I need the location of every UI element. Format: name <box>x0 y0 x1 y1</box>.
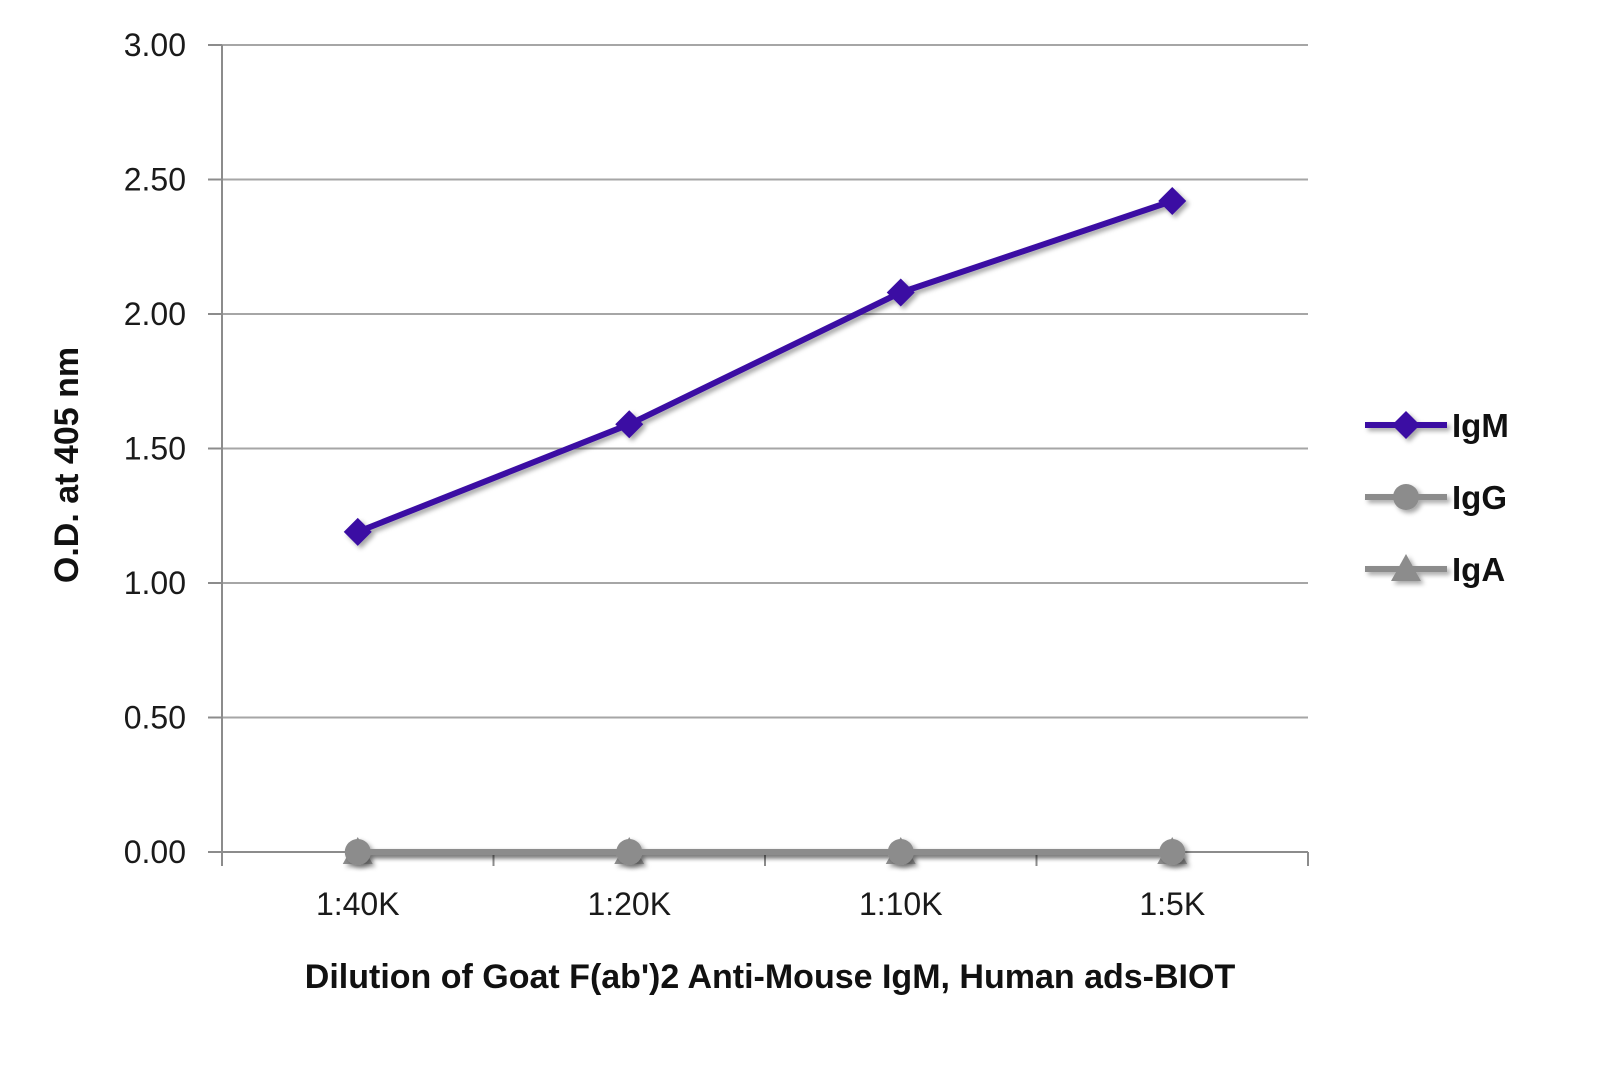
y-tick-label: 0.50 <box>124 700 186 736</box>
axes: 0.00 0.50 1.00 1.50 2.00 2.50 3.00 1:40K 1:20K 1:… <box>124 27 1309 922</box>
legend: IgM IgG IgA <box>1365 407 1509 588</box>
legend-marker <box>1391 554 1421 581</box>
data-point <box>886 278 915 307</box>
data-point <box>887 839 914 865</box>
y-tick-label: 0.00 <box>124 834 186 870</box>
data-point <box>616 839 643 865</box>
series-igm <box>343 187 1187 546</box>
y-tick-label: 2.50 <box>124 162 186 198</box>
legend-marker <box>1392 411 1420 439</box>
series-line <box>356 198 1174 535</box>
series-group <box>342 187 1188 865</box>
legend-swatch <box>1365 484 1447 510</box>
x-tick-label: 1:10K <box>859 886 943 922</box>
data-point <box>615 410 644 439</box>
legend-swatch <box>1365 554 1447 581</box>
y-tick-label: 2.00 <box>124 296 186 332</box>
y-tick-label: 1.00 <box>124 565 186 601</box>
x-tick-label: 1:40K <box>316 886 400 922</box>
x-tick-label: 1:20K <box>587 886 671 922</box>
axis-labels: O.D. at 405 nm Dilution of Goat F(ab')2 … <box>48 347 1235 996</box>
gridlines <box>222 44 1308 719</box>
data-point <box>1158 187 1187 216</box>
x-tick-label: 1:5K <box>1139 886 1205 922</box>
data-point <box>344 839 371 865</box>
data-point <box>343 517 372 546</box>
y-axis-title: O.D. at 405 nm <box>48 347 86 583</box>
legend-item: IgG <box>1365 479 1507 516</box>
x-axis-title: Dilution of Goat F(ab')2 Anti-Mouse IgM,… <box>305 958 1236 996</box>
legend-label: IgM <box>1452 407 1509 444</box>
legend-swatch <box>1365 411 1447 439</box>
y-tick-label: 1.50 <box>124 431 186 467</box>
y-tick-label: 3.00 <box>124 27 186 63</box>
legend-label: IgA <box>1452 551 1505 588</box>
data-point <box>1159 839 1186 865</box>
legend-label: IgG <box>1452 479 1507 516</box>
legend-marker <box>1393 484 1419 510</box>
series-igg <box>344 839 1186 865</box>
legend-item: IgM <box>1365 407 1509 444</box>
legend-item: IgA <box>1365 551 1505 588</box>
